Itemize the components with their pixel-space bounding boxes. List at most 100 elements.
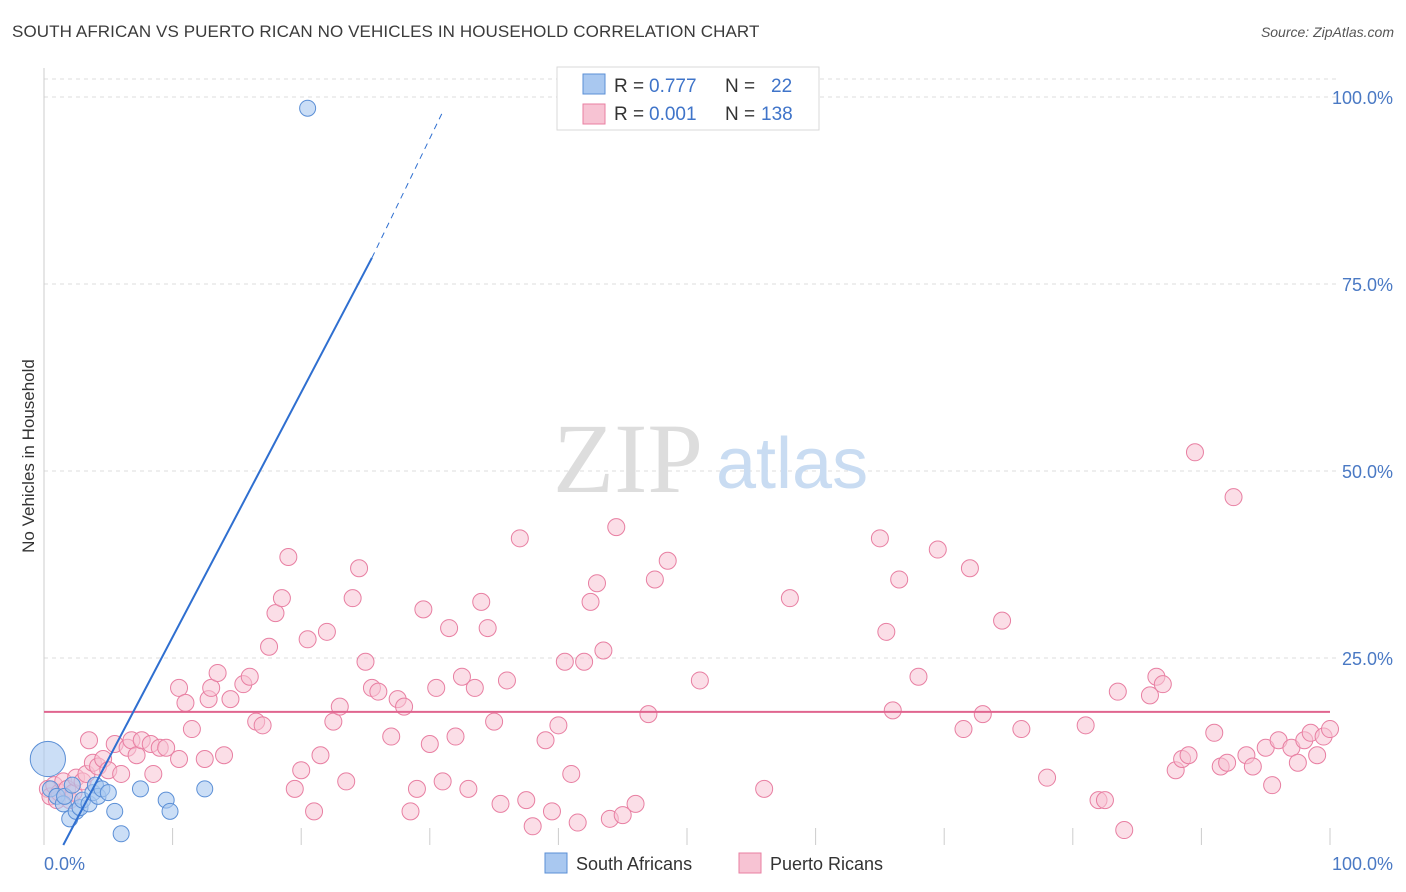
south-africans-point — [29, 740, 66, 778]
south-africans-point — [63, 776, 81, 794]
puerto-ricans-point — [240, 667, 259, 686]
chart-title: SOUTH AFRICAN VS PUERTO RICAN NO VEHICLE… — [12, 22, 760, 41]
puerto-ricans-point — [350, 559, 369, 578]
watermark-atlas: atlas — [716, 424, 868, 504]
puerto-ricans-point — [877, 622, 896, 641]
puerto-ricans-point — [658, 551, 677, 570]
puerto-ricans-point — [80, 731, 99, 750]
y-tick-label: 50.0% — [1342, 462, 1393, 482]
bottom-legend-label-puerto-ricans: Puerto Ricans — [770, 854, 883, 874]
puerto-ricans-point — [1095, 791, 1114, 810]
puerto-ricans-point — [311, 746, 330, 765]
puerto-ricans-point — [1218, 753, 1237, 772]
puerto-ricans-point — [305, 802, 324, 821]
puerto-ricans-point — [170, 749, 189, 768]
puerto-ricans-point — [954, 720, 973, 739]
puerto-ricans-point — [973, 705, 992, 724]
puerto-ricans-point — [433, 772, 452, 791]
puerto-ricans-point — [208, 663, 227, 682]
puerto-ricans-point — [324, 712, 343, 731]
puerto-ricans-point — [1140, 686, 1159, 705]
south-africans-point — [299, 99, 317, 117]
puerto-ricans-point — [755, 779, 774, 798]
x-tick-label: 100.0% — [1332, 854, 1393, 874]
puerto-ricans-point — [221, 690, 240, 709]
puerto-ricans-point — [568, 813, 587, 832]
puerto-ricans-point — [382, 727, 401, 746]
puerto-ricans-point — [594, 641, 613, 660]
puerto-ricans-point — [1185, 443, 1204, 462]
puerto-ricans-point — [1038, 768, 1057, 787]
puerto-ricans-point — [491, 794, 510, 813]
puerto-ricans-point — [170, 678, 189, 697]
puerto-ricans-point — [127, 746, 146, 765]
puerto-ricans-point — [1179, 746, 1198, 765]
south-africans-point — [106, 802, 124, 820]
puerto-ricans-point — [472, 592, 491, 611]
puerto-ricans-point — [549, 716, 568, 735]
puerto-ricans-point — [510, 529, 529, 548]
puerto-ricans-point — [272, 589, 291, 608]
y-tick-label: 100.0% — [1332, 88, 1393, 108]
legend-r-label-1: R = — [614, 76, 644, 97]
puerto-ricans-point — [890, 570, 909, 589]
puerto-ricans-point — [536, 731, 555, 750]
grid-lines — [44, 78, 1340, 659]
puerto-ricans-point — [870, 529, 889, 548]
puerto-ricans-point — [182, 720, 201, 739]
y-tick-label: 75.0% — [1342, 275, 1393, 295]
puerto-ricans-point — [195, 749, 214, 768]
puerto-ricans-point — [459, 779, 478, 798]
puerto-ricans-point — [575, 652, 594, 671]
puerto-ricans-point — [497, 671, 516, 690]
south-africans-trend-line — [62, 257, 373, 846]
puerto-ricans-point — [260, 637, 279, 656]
y-axis-title: No Vehicles in Household — [19, 359, 38, 553]
watermark: ZIP atlas — [553, 403, 868, 514]
puerto-ricans-point — [1108, 682, 1127, 701]
y-tick-label: 25.0% — [1342, 649, 1393, 669]
legend-r-label-2: R = — [614, 104, 644, 125]
puerto-ricans-point — [440, 619, 459, 638]
legend-n-label-1: N = — [725, 76, 755, 97]
puerto-ricans-point — [317, 622, 336, 641]
puerto-ricans-point — [883, 701, 902, 720]
puerto-ricans-point — [452, 667, 471, 686]
puerto-ricans-point — [960, 559, 979, 578]
south-africans-point — [161, 802, 179, 820]
puerto-ricans-point — [1321, 720, 1339, 739]
trend-lines — [44, 111, 1330, 846]
puerto-ricans-point — [555, 652, 574, 671]
puerto-ricans-point — [1012, 720, 1031, 739]
puerto-ricans-point — [1243, 757, 1262, 776]
puerto-ricans-point — [587, 574, 606, 593]
south-africans-point — [99, 784, 117, 802]
puerto-ricans-point — [420, 735, 439, 754]
puerto-ricans-point — [144, 764, 163, 783]
series-legend: South Africans Puerto Ricans — [544, 852, 883, 874]
puerto-ricans-point — [465, 678, 484, 697]
puerto-ricans-point — [581, 592, 600, 611]
puerto-ricans-point — [427, 678, 446, 697]
bottom-legend-label-south-africans: South Africans — [576, 854, 692, 874]
legend-r-value-2: 0.001 — [649, 104, 697, 125]
puerto-ricans-point — [626, 794, 645, 813]
bottom-legend-swatch-south-africans — [544, 852, 568, 874]
puerto-ricans-point — [562, 764, 581, 783]
puerto-ricans-point — [645, 570, 664, 589]
puerto-ricans-point — [993, 611, 1012, 630]
puerto-ricans-point — [1115, 821, 1134, 840]
puerto-ricans-point — [1224, 488, 1243, 507]
puerto-ricans-point — [202, 678, 221, 697]
puerto-ricans-point — [157, 738, 176, 757]
puerto-ricans-point — [292, 761, 311, 780]
puerto-ricans-point — [446, 727, 465, 746]
legend-r-value-1: 0.777 — [649, 76, 697, 97]
puerto-ricans-point — [1076, 716, 1095, 735]
x-tick-label: 0.0% — [44, 854, 85, 874]
puerto-ricans-point — [613, 806, 632, 825]
puerto-ricans-point — [478, 619, 497, 638]
puerto-ricans-point — [407, 779, 426, 798]
puerto-ricans-point — [356, 652, 375, 671]
